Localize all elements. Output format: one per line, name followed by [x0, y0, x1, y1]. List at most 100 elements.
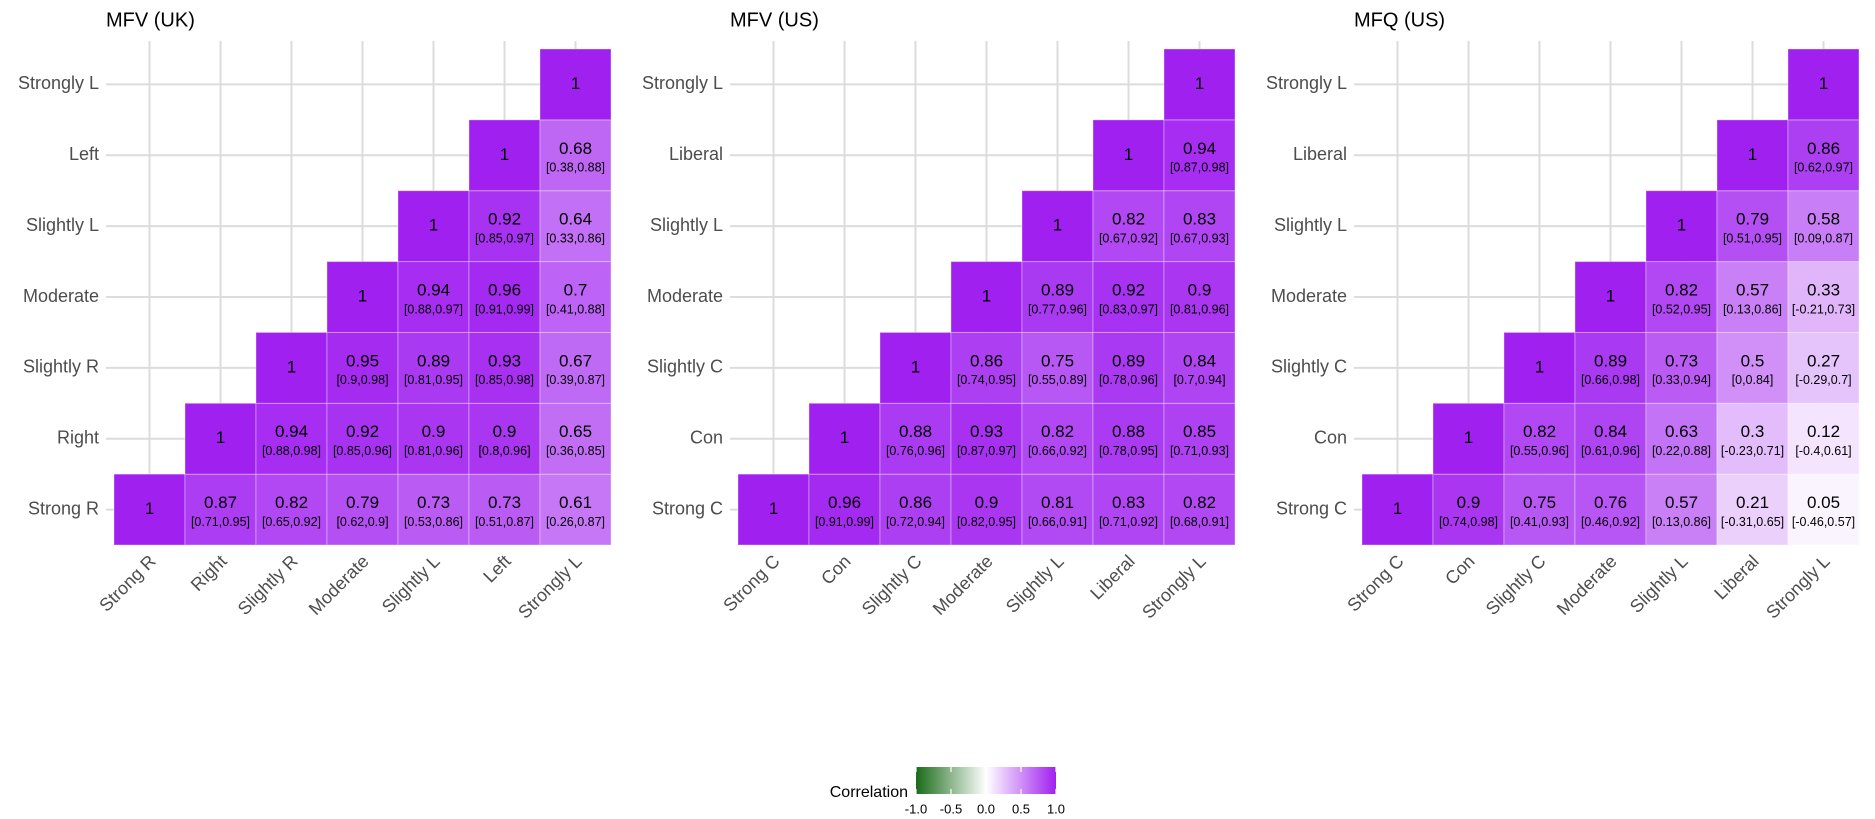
cell-ci-label: [0.83,0.97]: [1099, 302, 1158, 316]
heatmap-cell: [1092, 473, 1165, 546]
x-tick-label: Moderate: [1553, 551, 1621, 619]
cell-value-label: 0.83: [1183, 210, 1216, 229]
heatmap-cell: [1092, 119, 1165, 192]
cell-value-label: 0.5: [1741, 351, 1765, 370]
x-tick-label: Strongly L: [514, 551, 585, 622]
heatmap-cell: [1716, 402, 1789, 475]
heatmap-cell: [1645, 402, 1718, 475]
cell-ci-label: [0.78,0.96]: [1099, 373, 1158, 387]
heatmap-cell: [1021, 261, 1094, 333]
heatmap-cell: [950, 473, 1023, 546]
cell-value-label: 0.57: [1736, 280, 1769, 299]
cell-ci-label: [0.41,0.88]: [546, 302, 605, 316]
cell-ci-label: [0.71,0.95]: [191, 515, 250, 529]
x-tick-label: Strongly L: [1762, 551, 1833, 622]
heatmap-cell: [879, 331, 952, 404]
cell-value-label: 1: [1748, 145, 1757, 164]
cell-ci-label: [0.65,0.92]: [262, 515, 321, 529]
cell-ci-label: [0.87,0.98]: [1170, 161, 1229, 175]
cell-value-label: 0.94: [417, 280, 450, 299]
x-tick-label: Moderate: [929, 551, 997, 619]
heatmap-cell: [1645, 331, 1718, 404]
cell-value-label: 0.86: [899, 493, 932, 512]
cell-value-label: 0.82: [1041, 422, 1074, 441]
cell-value-label: 1: [1464, 428, 1473, 447]
cell-ci-label: [0.88,0.97]: [404, 302, 463, 316]
y-tick-label: Slightly L: [26, 215, 99, 235]
cell-value-label: 0.27: [1807, 351, 1840, 370]
x-tick-label: Slightly R: [234, 551, 302, 619]
colorbar-title: Correlation: [830, 784, 908, 801]
cell-ci-label: [0.9,0.98]: [336, 373, 388, 387]
cell-value-label: 0.9: [1188, 280, 1212, 299]
heatmap-cell: [397, 331, 470, 404]
cell-value-label: 0.21: [1736, 493, 1769, 512]
cell-value-label: 0.86: [1807, 139, 1840, 158]
cell-ci-label: [0.85,0.98]: [475, 373, 534, 387]
heatmap-cell: [539, 190, 612, 263]
heatmap-cell: [1361, 473, 1434, 546]
heatmap-cell: [397, 402, 470, 475]
heatmap-cell: [539, 48, 612, 121]
cell-value-label: 1: [216, 428, 225, 447]
heatmap-cell: [1716, 331, 1789, 404]
heatmap-cell: [1163, 261, 1236, 333]
cell-value-label: 0.05: [1807, 493, 1840, 512]
cell-ci-label: [0.81,0.96]: [404, 444, 463, 458]
cell-ci-label: [0.91,0.99]: [475, 302, 534, 316]
cell-value-label: 0.73: [417, 493, 450, 512]
cell-ci-label: [0.71,0.92]: [1099, 515, 1158, 529]
heatmap-cell: [1021, 331, 1094, 404]
heatmap-cell: [1092, 261, 1165, 333]
y-tick-label: Moderate: [1271, 286, 1347, 306]
cell-ci-label: [0.61,0.96]: [1581, 444, 1640, 458]
y-tick-label: Liberal: [1293, 144, 1347, 164]
cell-ci-label: [0.55,0.96]: [1510, 444, 1569, 458]
x-tick-label: Liberal: [1710, 551, 1762, 603]
heatmap-cell: [326, 331, 399, 404]
y-tick-label: Con: [690, 427, 723, 447]
y-tick-label: Slightly L: [650, 215, 723, 235]
chart-title: MFV (US): [730, 9, 819, 31]
x-tick-label: Slightly L: [1002, 551, 1068, 617]
cell-ci-label: [0.72,0.94]: [886, 515, 945, 529]
x-tick-label: Slightly L: [1626, 551, 1692, 617]
cell-ci-label: [0.81,0.96]: [1170, 302, 1229, 316]
heatmap-cell: [1574, 261, 1647, 333]
heatmap-cell: [255, 473, 328, 546]
cell-ci-label: [0.51,0.95]: [1723, 231, 1782, 245]
heatmap-cell: [468, 331, 541, 404]
cell-value-label: 0.85: [1183, 422, 1216, 441]
x-tick-label: Liberal: [1086, 551, 1138, 603]
cell-value-label: 1: [1819, 74, 1828, 93]
heatmap-cell: [1787, 190, 1860, 263]
x-tick-label: Left: [479, 551, 514, 586]
heatmap-cell: [255, 402, 328, 475]
cell-value-label: 0.82: [275, 493, 308, 512]
heatmap-cell: [1574, 331, 1647, 404]
cell-ci-label: [-0.21,0.73]: [1792, 302, 1855, 316]
y-tick-label: Moderate: [647, 286, 723, 306]
cell-ci-label: [0.87,0.97]: [957, 444, 1016, 458]
cell-value-label: 0.94: [275, 422, 308, 441]
heatmap-cell: [1021, 473, 1094, 546]
cell-value-label: 0.9: [422, 422, 446, 441]
heatmap-cell: [1021, 190, 1094, 263]
cell-value-label: 0.86: [970, 351, 1003, 370]
heatmap-cell: [468, 119, 541, 192]
cell-ci-label: [-0.31,0.65]: [1721, 515, 1784, 529]
cell-value-label: 0.96: [488, 280, 521, 299]
heatmap-cell: [1787, 473, 1860, 546]
cell-value-label: 0.63: [1665, 422, 1698, 441]
x-tick-label: Strong C: [1343, 551, 1407, 615]
cell-ci-label: [0.76,0.96]: [886, 444, 945, 458]
cell-value-label: 0.94: [1183, 139, 1216, 158]
cell-ci-label: [0.74,0.98]: [1439, 515, 1498, 529]
cell-ci-label: [0.33,0.86]: [546, 231, 605, 245]
x-tick-label: Moderate: [305, 551, 373, 619]
cell-ci-label: [0.46,0.92]: [1581, 515, 1640, 529]
heatmap-cell: [1092, 190, 1165, 263]
y-tick-label: Moderate: [23, 286, 99, 306]
cell-value-label: 0.58: [1807, 210, 1840, 229]
cell-ci-label: [0.85,0.97]: [475, 231, 534, 245]
